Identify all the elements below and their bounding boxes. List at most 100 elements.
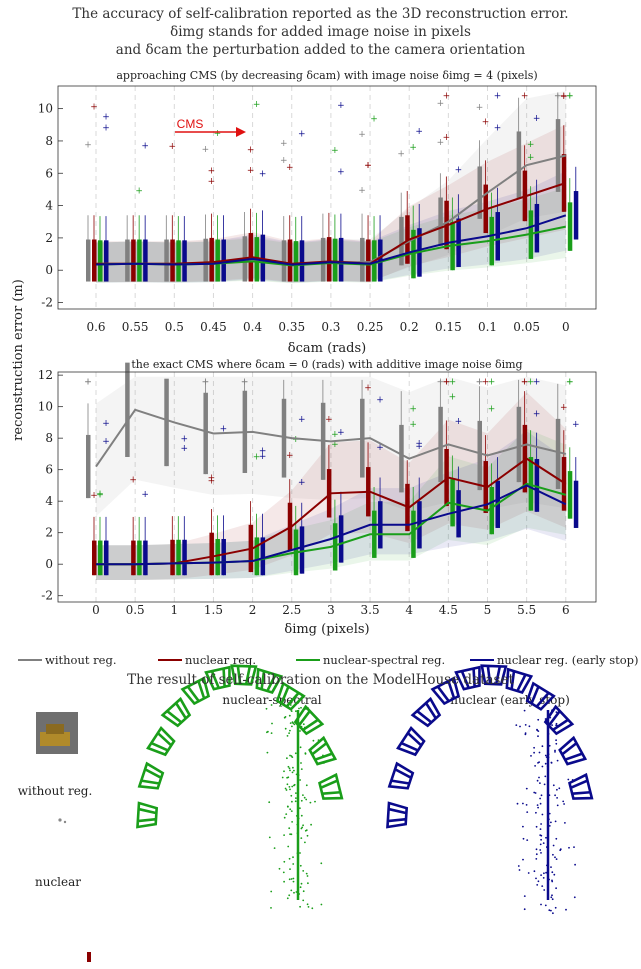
point-cloud-dot (545, 871, 547, 874)
camera-frustum (396, 725, 426, 757)
box-mark (209, 532, 214, 576)
point-cloud-dot (304, 841, 306, 844)
outlier-marker: + (241, 377, 249, 387)
point-cloud-dot (305, 708, 307, 710)
x-tick-label: 0.2 (400, 320, 419, 334)
point-cloud-dot (299, 852, 301, 854)
camera-frustum (160, 696, 192, 728)
point-cloud-dot (540, 838, 542, 841)
box-mark (399, 424, 404, 493)
point-cloud-dot (523, 895, 526, 897)
point-cloud-dot (550, 909, 552, 912)
point-cloud-dot (538, 751, 541, 754)
point-cloud-dot (321, 722, 324, 725)
y-tick-label: 2 (45, 526, 53, 540)
outlier-marker: + (292, 435, 300, 445)
point-cloud-dot (549, 716, 552, 719)
box-mark (104, 540, 109, 576)
point-cloud-dot (573, 896, 576, 899)
point-cloud-dot (537, 718, 540, 721)
point-cloud-dot (286, 783, 289, 786)
point-cloud-dot (302, 824, 304, 827)
point-cloud-dot (314, 800, 316, 803)
outlier-marker: + (337, 101, 345, 111)
outlier-marker: + (102, 437, 110, 447)
outlier-marker: + (488, 377, 496, 387)
x-tick-label: 2.5 (282, 603, 301, 617)
outlier-marker: + (364, 383, 372, 393)
box-mark (176, 539, 181, 576)
point-cloud-dot (322, 754, 324, 757)
point-cloud-dot (516, 802, 519, 805)
point-cloud-dot (568, 846, 570, 849)
camera-frustum (387, 761, 415, 790)
point-cloud-dot (550, 896, 553, 899)
point-cloud-dot (320, 903, 323, 906)
point-cloud-dot (540, 852, 542, 854)
outlier-marker: + (102, 419, 110, 429)
outlier-marker: + (554, 92, 562, 102)
x-tick-label: 0.1 (478, 320, 497, 334)
x-tick-label: 0.45 (200, 320, 227, 334)
point-cloud-dot (539, 828, 542, 830)
point-cloud-dot (528, 725, 531, 728)
point-cloud-dot (300, 799, 303, 802)
thumbnail-house (40, 732, 70, 746)
point-cloud-dot (527, 872, 530, 874)
point-cloud-dot (536, 804, 539, 806)
box-mark (281, 398, 287, 478)
box-mark (221, 538, 226, 576)
point-cloud-dot (522, 858, 524, 861)
outlier-marker: + (533, 114, 541, 124)
box-mark (143, 239, 148, 282)
camera-frustum (525, 681, 556, 711)
outlier-marker: + (521, 377, 529, 387)
point-cloud-dot (284, 787, 287, 790)
camera-frustum (454, 665, 481, 691)
outlier-marker: + (443, 377, 451, 387)
box-mark (338, 237, 344, 282)
point-cloud-dot (283, 834, 285, 836)
box-mark (411, 510, 416, 558)
point-cloud-dot (300, 725, 303, 728)
box-mark (495, 212, 500, 261)
box-mark (516, 406, 522, 483)
point-cloud-dot (288, 878, 291, 881)
x-tick-label: 0.4 (243, 320, 262, 334)
outlier-marker: + (259, 169, 267, 179)
outlier-marker: + (488, 404, 496, 414)
point-cloud-dot (295, 797, 297, 799)
x-tick-label: 4 (405, 603, 413, 617)
box-mark (338, 515, 344, 563)
series-line-without-reg- (95, 408, 567, 468)
outlier-marker: + (129, 475, 137, 485)
point-cloud-dot (548, 825, 551, 827)
point-cloud-dot (300, 814, 303, 817)
point-cloud-dot (555, 887, 557, 890)
point-cloud-dot (283, 770, 285, 773)
legend: without reg. nuclear reg. nuclear-spectral… (18, 653, 639, 667)
outlier-marker: + (476, 103, 484, 113)
point-cloud-dot (542, 842, 545, 844)
camera-frustum (137, 761, 165, 790)
point-cloud-dot (574, 863, 576, 866)
outlier-marker: + (415, 127, 423, 137)
camera-frustum (146, 725, 176, 757)
point-cloud-dot (538, 761, 540, 763)
point-cloud-dot (270, 704, 273, 706)
point-cloud-dot (295, 792, 297, 794)
point-cloud-dot (289, 788, 291, 791)
point-cloud-dot (291, 785, 294, 788)
point-cloud-dot (524, 724, 527, 726)
point-cloud-dot (573, 846, 575, 848)
without-reg-points (63, 820, 67, 824)
point-cloud-dot (287, 765, 290, 768)
box-mark (164, 239, 169, 282)
box-mark (438, 197, 443, 246)
point-cloud-dot (288, 857, 291, 860)
point-cloud-dot (541, 765, 544, 768)
outlier-marker: + (560, 92, 568, 102)
point-cloud-dot (552, 853, 554, 856)
box-mark (293, 241, 299, 282)
point-cloud-dot (554, 749, 556, 752)
